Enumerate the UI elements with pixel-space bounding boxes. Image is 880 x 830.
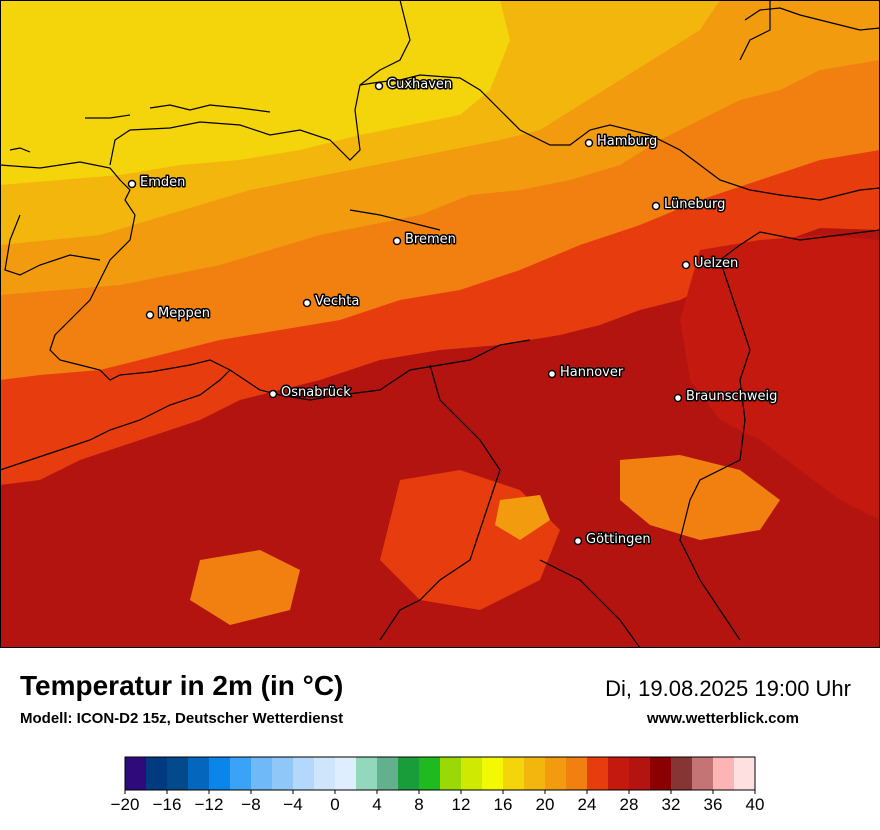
forecast-datetime: Di, 19.08.2025 19:00 Uhr — [605, 676, 851, 701]
city-bremen: Bremen — [392, 231, 457, 249]
city-goettingen: Göttingen — [573, 531, 652, 549]
svg-text:Göttingen: Göttingen — [586, 532, 651, 547]
legend-swatch — [587, 757, 609, 790]
svg-text:Meppen: Meppen — [158, 306, 210, 321]
city-dot — [651, 201, 661, 211]
svg-text:Hannover: Hannover — [560, 365, 624, 380]
legend-tick-label: 28 — [620, 795, 639, 814]
legend-swatch — [566, 757, 588, 790]
legend-tick-label: 8 — [414, 795, 423, 814]
legend-tick-label: −16 — [153, 795, 182, 814]
color-legend: −20 −16 −12 −8 −4 0 4 8 12 16 20 24 28 32 36 40 — [100, 755, 780, 825]
city-hamburg: Hamburg — [584, 133, 659, 151]
legend-tick-label: −4 — [283, 795, 302, 814]
city-dot — [145, 310, 155, 320]
legend-swatch — [482, 757, 504, 790]
city-vechta: Vechta — [302, 293, 361, 311]
city-braunschweig: Braunschweig — [673, 388, 779, 406]
legend-swatch — [251, 757, 273, 790]
legend-swatch — [419, 757, 441, 790]
legend-tick-label: −20 — [111, 795, 140, 814]
map-title: Temperatur in 2m (in °C) — [20, 670, 344, 701]
hot-patch-east — [680, 235, 880, 520]
legend-swatch — [356, 757, 378, 790]
legend-swatch — [125, 757, 147, 790]
legend-tick-label: −8 — [241, 795, 260, 814]
legend-swatch — [650, 757, 672, 790]
legend-swatch — [692, 757, 714, 790]
city-emden: Emden — [127, 174, 187, 192]
legend-tick-label: 20 — [536, 795, 555, 814]
legend-swatch — [272, 757, 294, 790]
legend-tick-label: 36 — [704, 795, 723, 814]
legend-swatch — [293, 757, 315, 790]
legend-swatch — [314, 757, 336, 790]
legend-tick-label: 32 — [662, 795, 681, 814]
legend-swatch — [629, 757, 651, 790]
city-osnabrueck: Osnabrück — [268, 384, 353, 402]
city-dot — [374, 81, 384, 91]
legend-tick-label: 4 — [372, 795, 381, 814]
svg-text:Osnabrück: Osnabrück — [281, 385, 351, 400]
legend-swatch — [440, 757, 462, 790]
city-markers: Cuxhaven Hamburg Emden Lüneburg Bremen U… — [127, 76, 779, 549]
city-dot — [573, 536, 583, 546]
legend-swatch — [524, 757, 546, 790]
legend-swatch — [608, 757, 630, 790]
city-dot — [302, 298, 312, 308]
warm-patch-sw — [190, 550, 300, 625]
city-hannover: Hannover — [547, 364, 625, 382]
city-uelzen: Uelzen — [681, 255, 740, 273]
city-cuxhaven: Cuxhaven — [374, 76, 454, 94]
legend-swatch — [230, 757, 252, 790]
svg-text:Vechta: Vechta — [315, 294, 359, 309]
temperature-map: Cuxhaven Hamburg Emden Lüneburg Bremen U… — [0, 0, 880, 648]
svg-text:Bremen: Bremen — [405, 232, 456, 247]
legend-frame — [124, 756, 756, 791]
city-dot — [547, 369, 557, 379]
legend-swatch — [377, 757, 399, 790]
legend-swatch — [146, 757, 168, 790]
legend-tick-label: 12 — [452, 795, 471, 814]
legend-swatch — [335, 757, 357, 790]
city-dot — [268, 389, 278, 399]
svg-text:Uelzen: Uelzen — [694, 256, 738, 271]
legend-swatch — [188, 757, 210, 790]
legend-tick-label: 40 — [746, 795, 765, 814]
legend-swatch — [503, 757, 525, 790]
borders — [0, 0, 880, 648]
city-meppen: Meppen — [145, 305, 211, 323]
city-dot — [392, 236, 402, 246]
svg-text:Cuxhaven: Cuxhaven — [387, 77, 452, 92]
svg-text:Emden: Emden — [140, 175, 185, 190]
legend-swatch — [545, 757, 567, 790]
city-dot — [127, 179, 137, 189]
temp-band-16 — [0, 0, 510, 185]
svg-text:Hamburg: Hamburg — [597, 134, 657, 149]
legend-swatch — [398, 757, 420, 790]
warm-patch-s2 — [495, 495, 550, 540]
legend-swatch — [671, 757, 693, 790]
legend-tick-label: 0 — [330, 795, 339, 814]
legend-swatch — [209, 757, 231, 790]
city-dot — [681, 260, 691, 270]
svg-text:Lüneburg: Lüneburg — [664, 197, 725, 212]
legend-swatch — [734, 757, 756, 790]
legend-tick-label: 16 — [494, 795, 513, 814]
legend-swatch — [461, 757, 483, 790]
legend-tick-label: −12 — [195, 795, 224, 814]
model-info: Modell: ICON-D2 15z, Deutscher Wetterdie… — [20, 710, 344, 727]
svg-text:Braunschweig: Braunschweig — [686, 389, 777, 404]
legend-swatch — [713, 757, 735, 790]
warm-patch-harz — [620, 455, 780, 540]
legend-swatch — [167, 757, 189, 790]
city-lueneburg: Lüneburg — [651, 196, 727, 214]
website-link[interactable]: www.wetterblick.com — [647, 710, 799, 727]
legend-tick-label: 24 — [578, 795, 597, 814]
city-dot — [584, 138, 594, 148]
city-dot — [673, 393, 683, 403]
